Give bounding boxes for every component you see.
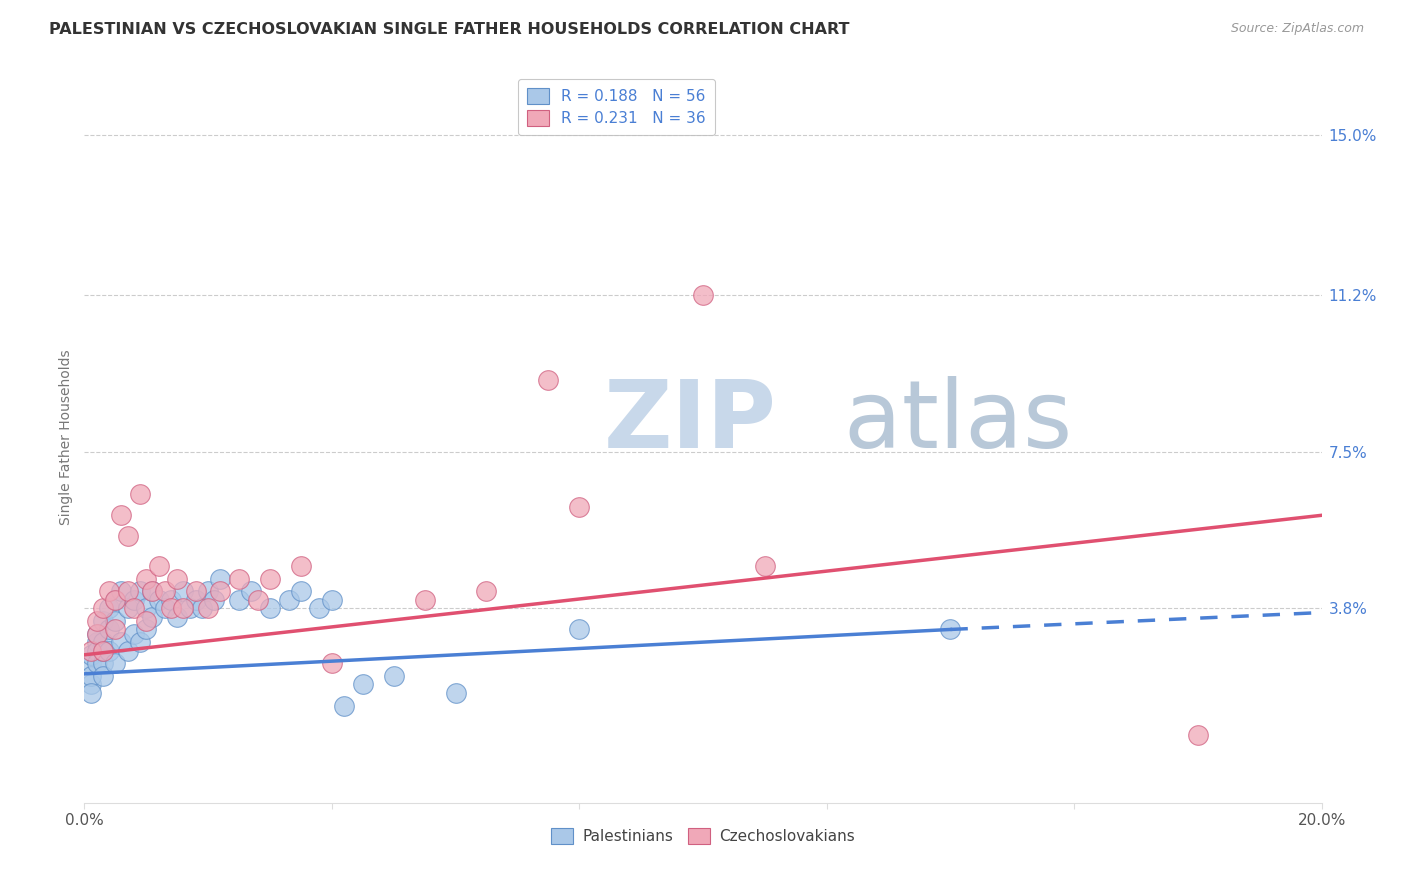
Point [191, 601, 214, 615]
Point [321, 657, 343, 671]
Point [153, 601, 176, 615]
Point [122, 626, 145, 640]
Point [184, 592, 207, 607]
Point [135, 614, 157, 628]
Point [148, 592, 170, 607]
Point [141, 584, 163, 599]
Point [413, 592, 436, 607]
Point [91, 635, 114, 649]
Point [104, 592, 127, 607]
Point [122, 601, 145, 615]
Point [98, 623, 121, 637]
Text: atlas: atlas [605, 376, 1073, 468]
Point [754, 559, 776, 574]
Point [197, 601, 219, 615]
Point [79, 669, 101, 683]
Text: ZIP: ZIP [605, 376, 778, 468]
Point [91, 601, 114, 615]
Point [91, 643, 114, 657]
Point [104, 592, 127, 607]
Point [91, 643, 114, 657]
Point [91, 614, 114, 628]
Point [110, 508, 132, 523]
Point [104, 657, 127, 671]
Point [228, 592, 250, 607]
Point [117, 529, 139, 543]
Point [382, 669, 405, 683]
Point [277, 592, 299, 607]
Point [259, 601, 281, 615]
Point [246, 592, 269, 607]
Point [86, 626, 108, 640]
Point [117, 643, 139, 657]
Point [153, 584, 176, 599]
Point [172, 601, 194, 615]
Point [135, 601, 157, 615]
Point [290, 559, 312, 574]
Point [141, 584, 163, 599]
Point [79, 648, 101, 662]
Point [135, 572, 157, 586]
Point [172, 584, 194, 599]
Point [308, 601, 330, 615]
Point [160, 592, 183, 607]
Point [240, 584, 263, 599]
Point [129, 635, 152, 649]
Point [98, 601, 121, 615]
Point [98, 584, 121, 599]
Point [129, 584, 152, 599]
Point [197, 584, 219, 599]
Point [290, 584, 312, 599]
Point [86, 643, 108, 657]
Point [939, 623, 962, 637]
Point [160, 601, 183, 615]
Point [135, 623, 157, 637]
Point [228, 572, 250, 586]
Point [129, 487, 152, 501]
Point [692, 288, 714, 302]
Point [537, 373, 560, 387]
Point [333, 698, 356, 713]
Point [1187, 728, 1209, 742]
Point [86, 626, 108, 640]
Point [475, 584, 498, 599]
Point [86, 614, 108, 628]
Point [79, 677, 101, 691]
Point [122, 592, 145, 607]
Point [79, 657, 101, 671]
Point [166, 609, 188, 624]
Text: PALESTINIAN VS CZECHOSLOVAKIAN SINGLE FATHER HOUSEHOLDS CORRELATION CHART: PALESTINIAN VS CZECHOSLOVAKIAN SINGLE FA… [49, 22, 849, 37]
Point [117, 584, 139, 599]
Point [209, 572, 232, 586]
Point [104, 614, 127, 628]
Point [568, 500, 591, 514]
Point [98, 643, 121, 657]
Point [110, 635, 132, 649]
Text: Source: ZipAtlas.com: Source: ZipAtlas.com [1230, 22, 1364, 36]
Point [568, 623, 591, 637]
Point [444, 686, 467, 700]
Point [110, 584, 132, 599]
Point [91, 657, 114, 671]
Point [91, 669, 114, 683]
Point [259, 572, 281, 586]
Legend: Palestinians, Czechoslovakians: Palestinians, Czechoslovakians [546, 822, 860, 850]
Point [184, 584, 207, 599]
Point [117, 601, 139, 615]
Point [166, 572, 188, 586]
Point [148, 559, 170, 574]
Point [104, 623, 127, 637]
Point [321, 592, 343, 607]
Point [86, 635, 108, 649]
Point [79, 643, 101, 657]
Y-axis label: Single Father Households: Single Father Households [59, 350, 73, 524]
Point [202, 592, 225, 607]
Point [209, 584, 232, 599]
Point [86, 657, 108, 671]
Point [79, 686, 101, 700]
Point [179, 601, 201, 615]
Point [141, 609, 163, 624]
Point [352, 677, 374, 691]
